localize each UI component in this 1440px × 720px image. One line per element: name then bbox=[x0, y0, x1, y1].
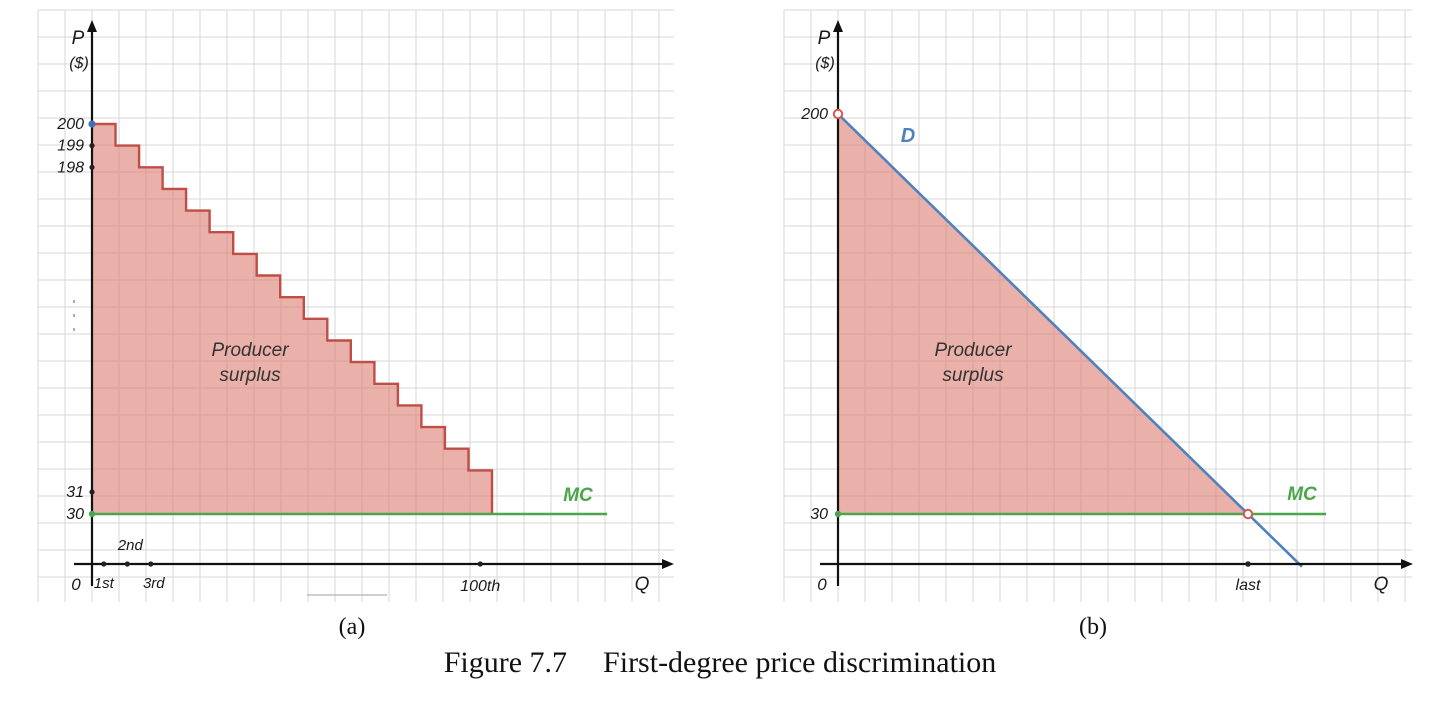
svg-text:Q: Q bbox=[1374, 574, 1389, 595]
svg-text:MC: MC bbox=[563, 485, 593, 506]
svg-text:D: D bbox=[901, 125, 915, 147]
svg-text:surplus: surplus bbox=[219, 365, 281, 386]
x-axis-arrow bbox=[662, 559, 674, 569]
staircase-demand-curve bbox=[92, 122, 494, 514]
svg-text:31: 31 bbox=[66, 484, 84, 501]
svg-text:Producer: Producer bbox=[211, 340, 289, 361]
svg-text:Producer: Producer bbox=[934, 340, 1012, 361]
svg-text:MC: MC bbox=[1287, 484, 1317, 505]
svg-text:3rd: 3rd bbox=[143, 575, 165, 592]
axes bbox=[820, 20, 1413, 586]
svg-text:($): ($) bbox=[815, 55, 835, 72]
figure-number: Figure 7.7 bbox=[443, 646, 568, 679]
svg-text:30: 30 bbox=[810, 506, 828, 523]
demand-intercept-point bbox=[832, 108, 844, 120]
demand-line bbox=[837, 113, 1303, 568]
svg-text:surplus: surplus bbox=[942, 365, 1004, 386]
figure-title: First-degree price discrimination bbox=[603, 646, 997, 679]
figure-caption: Figure 7.7 First-degree price discriminat… bbox=[0, 646, 1440, 680]
panel-a: P ($) Q 0 200 199 198 31 30 1st 3rd 2nd 100th MC Produ… bbox=[22, 4, 682, 640]
y-axis-arrow bbox=[87, 20, 97, 32]
svg-text:198: 198 bbox=[57, 159, 84, 176]
svg-text:200: 200 bbox=[800, 106, 828, 123]
svg-text:Q: Q bbox=[635, 574, 650, 595]
svg-text:($): ($) bbox=[69, 55, 89, 72]
svg-text:2nd: 2nd bbox=[117, 537, 144, 554]
panel-b: P ($) Q 0 200 30 last D MC Producer surplus (b) bbox=[768, 4, 1418, 640]
svg-text:0: 0 bbox=[817, 575, 827, 594]
panel-b-chart: P ($) Q 0 200 30 last D MC Producer surplus bbox=[783, 9, 1413, 602]
svg-text:100th: 100th bbox=[460, 578, 500, 595]
panel-a-chart: P ($) Q 0 200 199 198 31 30 1st 3rd 2nd 100th MC Produ… bbox=[37, 9, 674, 602]
svg-text:last: last bbox=[1236, 577, 1261, 594]
x-axis-arrow bbox=[1401, 559, 1413, 569]
svg-text:199: 199 bbox=[57, 138, 84, 155]
svg-text:30: 30 bbox=[66, 506, 84, 523]
demand-mc-intersection-point bbox=[1242, 508, 1254, 520]
svg-text:P: P bbox=[818, 28, 831, 49]
demand-start-point bbox=[88, 120, 96, 128]
svg-text:200: 200 bbox=[56, 116, 84, 133]
svg-text:0: 0 bbox=[71, 575, 81, 594]
panel-a-label: (a) bbox=[338, 614, 366, 640]
y-axis-arrow bbox=[833, 20, 843, 32]
chart-panels: P ($) Q 0 200 199 198 31 30 1st 3rd 2nd 100th MC Produ… bbox=[0, 4, 1440, 640]
panel-b-label: (b) bbox=[1079, 614, 1107, 640]
svg-text:P: P bbox=[72, 28, 85, 49]
svg-text:1st: 1st bbox=[94, 575, 115, 592]
producer-surplus-area bbox=[92, 124, 492, 514]
